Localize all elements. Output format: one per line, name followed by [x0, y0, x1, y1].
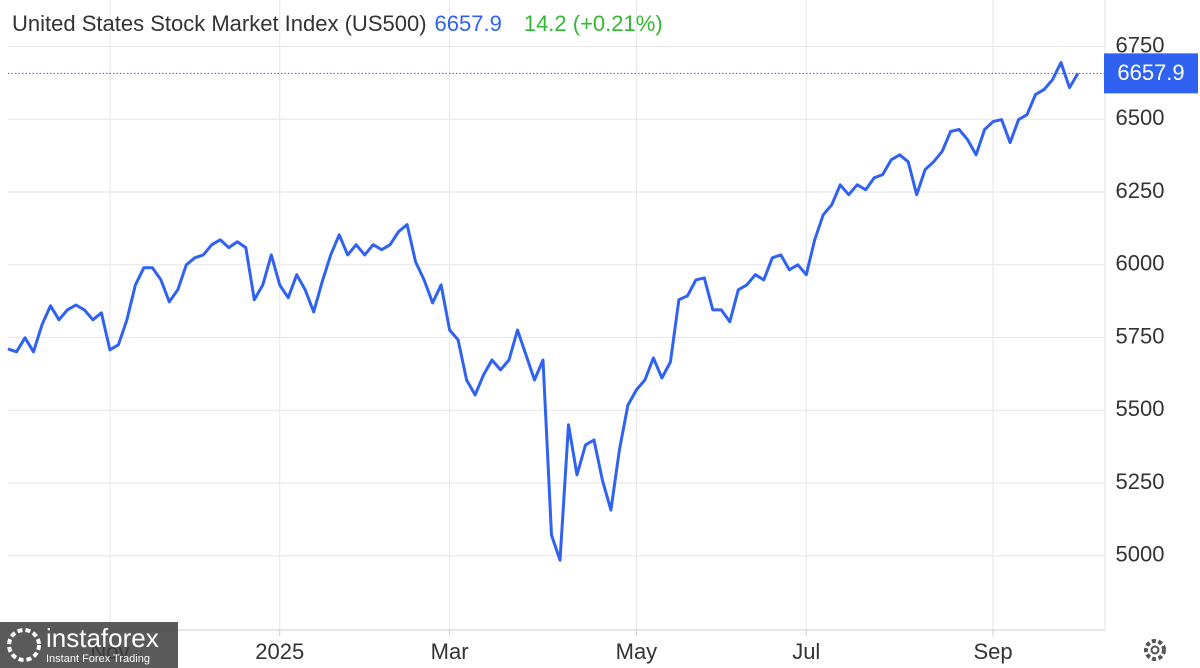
- x-tick-label: Jul: [792, 639, 820, 664]
- y-tick-label: 6500: [1116, 105, 1165, 130]
- watermark: instaforex Instant Forex Trading: [0, 622, 178, 668]
- x-tick-label: May: [616, 639, 658, 664]
- x-tick-label: Sep: [974, 639, 1013, 664]
- watermark-icon: [7, 628, 41, 662]
- y-tick-label: 5250: [1116, 469, 1165, 494]
- grid: [8, 0, 1105, 630]
- y-tick-label: 6000: [1116, 251, 1165, 276]
- y-tick-label: 5750: [1116, 323, 1165, 348]
- watermark-tagline: Instant Forex Trading: [46, 653, 150, 665]
- price-line: [7, 61, 1080, 562]
- settings-icon[interactable]: [1144, 639, 1166, 661]
- title-line: United States Stock Market Index (US500)…: [12, 11, 663, 36]
- y-tick-label: 6250: [1116, 178, 1165, 203]
- change: 14.2 (+0.21%): [524, 11, 663, 36]
- gear[interactable]: [1144, 639, 1166, 661]
- x-tick-label: Mar: [431, 639, 469, 664]
- y-tick-label: 6750: [1116, 32, 1165, 57]
- gear-hub[interactable]: [1150, 645, 1160, 655]
- price-tag-label: 6657.9: [1117, 60, 1184, 85]
- price-tag: [1104, 53, 1198, 94]
- y-tick-label: 5500: [1116, 396, 1165, 421]
- watermark-name: instaforex: [46, 623, 159, 653]
- y-tick-label: 5000: [1116, 542, 1165, 567]
- price: 6657.9: [435, 11, 502, 36]
- chart-title: United States Stock Market Index (US500): [12, 11, 427, 36]
- x-tick-label: 2025: [255, 639, 304, 664]
